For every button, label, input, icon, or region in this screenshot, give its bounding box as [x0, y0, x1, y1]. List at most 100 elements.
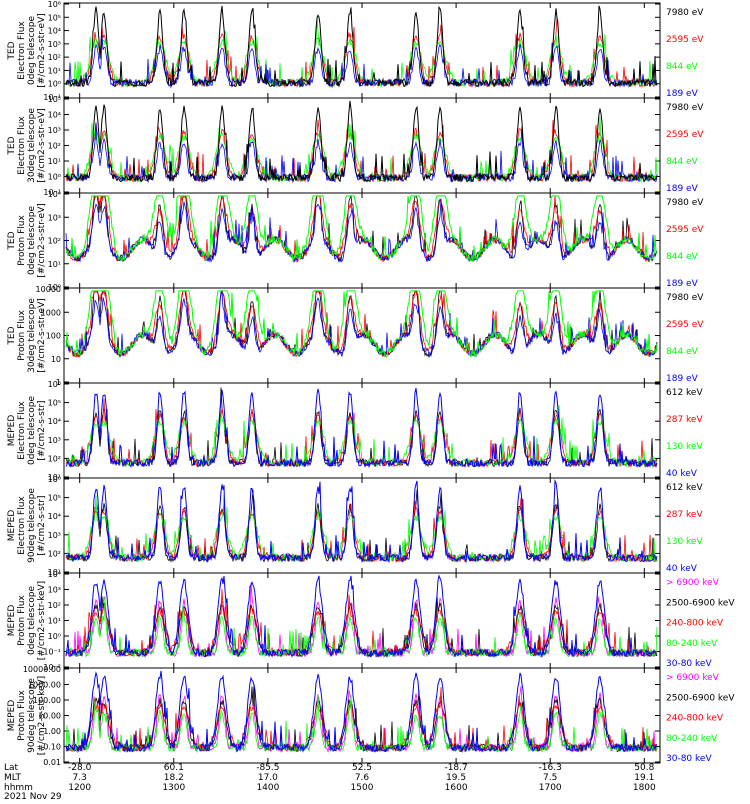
legend-entry: 287 keV	[666, 415, 703, 425]
legend-entry: 189 eV	[666, 279, 699, 289]
legend-entry: 30-80 keV	[666, 659, 712, 669]
series-0	[65, 489, 658, 563]
y-axis-label: TED	[7, 231, 17, 250]
series-2	[65, 195, 657, 263]
y-tick-label: 10⁻²	[43, 663, 61, 672]
panel-5: 10¹ 10² 10³ 10⁴ 10⁵ 10⁶ MEPED Electron Flux 0deg…	[7, 380, 703, 482]
y-axis-label: Electron Flux	[17, 116, 27, 175]
data-traces	[65, 100, 658, 184]
y-tick-label: 10⁵	[48, 399, 61, 408]
legend-entry: 130 keV	[666, 537, 703, 547]
y-axis-label: [#/cm2-s-str-eV]	[37, 108, 47, 183]
legend-entry: > 6900 keV	[666, 673, 720, 683]
y-tick-label: 10.00	[38, 712, 61, 721]
legend-entry: 7980 eV	[666, 103, 704, 113]
series-3	[65, 198, 658, 263]
legend-entry: 2595 eV	[666, 320, 704, 330]
y-axis-label: [#/cm2-s-str-eV]	[37, 298, 47, 373]
series-2	[65, 290, 658, 359]
y-axis-label: TED	[7, 41, 17, 60]
panel-2: 10⁻¹ 10⁰ 10¹ 10² 10³ 10⁴ 10⁵ TED Electron Flux 30…	[7, 95, 704, 197]
x-tick-label-hhmm: 1200	[68, 783, 91, 793]
legend-entry: 240-800 keV	[666, 619, 724, 629]
y-tick-label: 10¹	[48, 617, 61, 626]
y-tick-label: 10²	[48, 237, 61, 246]
y-axis-label: TED	[7, 326, 17, 345]
legend-entry: 2500-6900 keV	[666, 693, 735, 703]
legend-entry: 7980 eV	[666, 293, 704, 303]
y-tick-label: 10¹	[48, 260, 61, 269]
y-axis-label: [#/cm2-s-str-keV]	[37, 676, 47, 755]
data-traces	[65, 574, 658, 659]
legend-entry: 40 keV	[666, 564, 698, 574]
y-tick-label: 10⁴	[48, 512, 61, 521]
series-3	[65, 387, 658, 469]
x-row-label-lat: Lat	[4, 763, 19, 773]
y-axis-label: Proton Flux	[17, 215, 27, 266]
x-tick-label-lat: -28.0	[68, 763, 92, 773]
y-axis-label: Proton Flux	[17, 690, 27, 741]
y-axis-label: [#/cm2-s-str-eV]	[37, 203, 47, 278]
x-tick-label-mlt: 7.3	[73, 773, 87, 783]
legend-entry: 30-80 keV	[666, 754, 712, 764]
y-tick-label: 100.00	[33, 696, 61, 705]
y-tick-label: 100	[46, 332, 61, 341]
legend-entry: 612 keV	[666, 388, 703, 398]
x-tick-label-hhmm: 1500	[351, 783, 374, 793]
y-tick-label: 10³	[48, 586, 61, 595]
legend-entry: 240-800 keV	[666, 714, 724, 724]
y-tick-label: 10⁴	[48, 190, 61, 199]
y-tick-label: 10000.00	[23, 665, 61, 674]
y-axis-label: [#/cm2-s-str-eV]	[37, 13, 47, 88]
series-2	[65, 494, 658, 563]
legend-entry: 2595 eV	[666, 225, 704, 235]
y-tick-label: 0.01	[43, 758, 61, 767]
data-traces	[65, 289, 658, 359]
legend-entry: 189 eV	[666, 184, 699, 194]
y-tick-label: 1.00	[43, 727, 61, 736]
panel-7: 10⁻² 10⁻¹ 10⁰ 10¹ 10² 10³ 10⁴ MEPED Proton Flux 0…	[7, 570, 735, 672]
data-traces	[65, 5, 658, 89]
series-3	[65, 479, 658, 564]
series-1	[65, 594, 658, 658]
y-tick-label: 10⁴	[48, 570, 61, 579]
data-traces	[65, 479, 658, 564]
series-1	[65, 398, 658, 469]
series-2	[65, 117, 658, 184]
y-tick-label: 10³	[48, 40, 61, 49]
y-axis-label: [#/cm2-s-str]	[37, 400, 47, 460]
series-4	[65, 670, 658, 754]
series-3	[65, 291, 658, 358]
x-tick-label-mlt: 19.5	[446, 773, 466, 783]
legend-entry: > 6900 keV	[666, 578, 720, 588]
y-axis-label: 90deg telescope	[27, 678, 37, 753]
legend-entry: 287 keV	[666, 510, 703, 520]
data-traces	[65, 670, 658, 754]
legend-entry: 130 keV	[666, 442, 703, 452]
y-tick-label: 10²	[48, 142, 61, 151]
legend-entry: 2595 eV	[666, 35, 704, 45]
y-tick-label: 10⁰	[48, 283, 61, 292]
series-1	[65, 289, 658, 359]
y-axis-label: 0deg telescope	[27, 586, 37, 656]
x-tick-label-lat: -18.7	[444, 763, 467, 773]
y-tick-label: 10²	[48, 601, 61, 610]
x-tick-label-lat: -16.3	[539, 763, 562, 773]
data-traces	[65, 194, 658, 264]
legend-entry: 189 eV	[666, 374, 699, 384]
date-label: 2021 Nov 29	[4, 792, 62, 800]
y-tick-label: 10¹	[48, 157, 61, 166]
y-tick-label: 10¹	[48, 473, 61, 482]
y-tick-label: 10¹	[48, 568, 61, 577]
series-4	[65, 574, 658, 659]
x-tick-label-lat: -85.5	[256, 763, 279, 773]
y-axis-label: TED	[7, 136, 17, 155]
y-axis-label: 30deg telescope	[27, 108, 37, 183]
panel-1: 10⁻¹ 10⁰ 10¹ 10² 10³ 10⁴ 10⁵ 10⁶ TED Electron Flu…	[7, 0, 704, 102]
legend-entry: 844 eV	[666, 347, 699, 357]
y-tick-label: 1000	[41, 308, 61, 317]
y-tick-label: 10⁰	[48, 173, 61, 182]
y-tick-label: 10⁶	[48, 0, 61, 9]
series-3	[65, 694, 658, 754]
legend-entry: 2595 eV	[666, 130, 704, 140]
